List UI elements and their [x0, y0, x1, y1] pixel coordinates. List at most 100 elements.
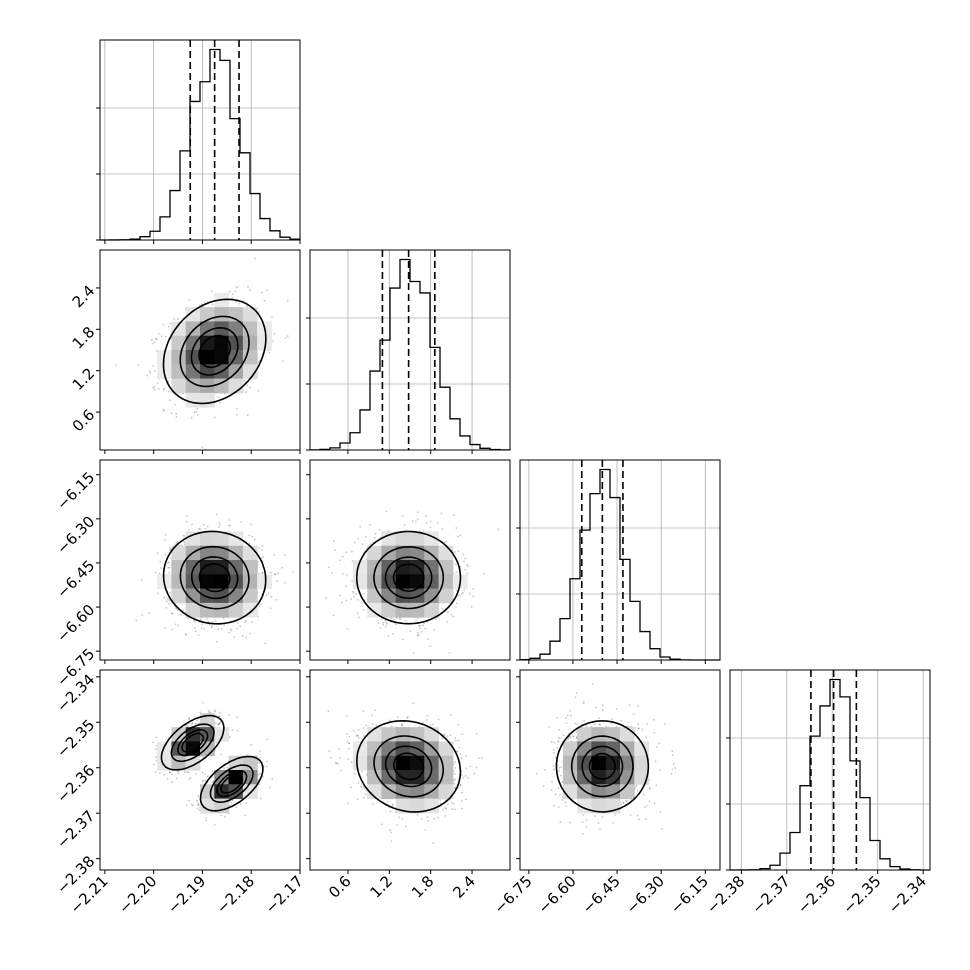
sample-point: [176, 461, 178, 463]
sample-point: [457, 739, 460, 742]
sample-point: [208, 624, 211, 626]
sample-point: [182, 540, 185, 543]
sample-point: [455, 527, 458, 529]
sample-point: [267, 592, 270, 595]
sample-point: [250, 744, 253, 746]
contour-line: [190, 327, 239, 376]
sample-point: [215, 513, 218, 516]
sample-point: [350, 598, 352, 600]
contour-line: [179, 545, 250, 610]
sample-point: [394, 623, 397, 626]
sample-point: [219, 711, 221, 714]
sample-point: [464, 557, 467, 560]
sample-point: [220, 753, 223, 756]
sample-point: [460, 593, 463, 596]
density-cell: [242, 574, 258, 590]
sample-point: [261, 571, 264, 574]
sample-point: [425, 522, 428, 525]
sample-point: [169, 322, 172, 325]
panel-frame: [99, 459, 301, 661]
sample-point: [455, 602, 458, 605]
sample-point: [186, 514, 188, 517]
density-cell: [257, 574, 272, 590]
histogram-step: [519, 468, 720, 661]
sample-point: [235, 806, 238, 809]
panel-frame: [99, 249, 301, 451]
density-cell: [352, 574, 368, 590]
sample-point: [284, 336, 287, 339]
sample-point: [452, 615, 455, 618]
sample-point: [482, 572, 485, 575]
sample-point: [332, 614, 335, 617]
sample-point: [448, 652, 451, 654]
sample-point: [186, 725, 189, 728]
sample-point: [273, 553, 275, 556]
sample-point: [251, 621, 254, 624]
sample-point: [417, 634, 420, 636]
panel-frame: [519, 459, 721, 661]
sample-point: [449, 798, 452, 801]
sample-point: [259, 797, 262, 800]
sample-point: [276, 580, 278, 582]
sample-point: [271, 315, 273, 318]
sample-point: [187, 771, 190, 774]
sample-point: [235, 301, 238, 303]
sample-point: [168, 599, 171, 602]
sample-point: [356, 612, 359, 615]
sample-point: [249, 632, 252, 635]
sample-point: [218, 722, 221, 725]
sample-point: [182, 534, 185, 537]
sample-point: [273, 573, 276, 575]
sample-point: [423, 622, 425, 625]
sample-point: [176, 540, 179, 543]
sample-point: [171, 612, 174, 615]
sample-point: [356, 798, 359, 801]
sample-point: [266, 760, 268, 763]
sample-point: [153, 389, 156, 391]
sample-point: [352, 590, 354, 593]
sample-point: [163, 387, 166, 390]
panel-frame: [309, 249, 511, 451]
sample-point: [283, 581, 286, 584]
density-cell: [395, 531, 411, 547]
panel-3-1: [306, 669, 511, 874]
sample-point: [351, 550, 353, 553]
sample-point: [339, 559, 342, 562]
sample-point: [454, 808, 457, 811]
sample-point: [168, 771, 171, 773]
sample-point: [207, 709, 210, 712]
sample-point: [274, 573, 277, 576]
sample-point: [191, 722, 194, 724]
sample-point: [260, 291, 263, 294]
sample-point: [211, 303, 214, 306]
panel-1-0: [96, 249, 301, 463]
sample-point: [154, 571, 157, 574]
density-cell: [185, 392, 201, 408]
sample-point: [229, 524, 231, 527]
sample-point: [160, 335, 163, 338]
sample-point: [446, 611, 449, 613]
sample-point: [229, 804, 231, 807]
density-cell: [257, 335, 272, 351]
sample-point: [257, 361, 260, 363]
sample-point: [218, 715, 221, 718]
sample-point: [328, 750, 331, 753]
sample-point: [176, 770, 179, 773]
sample-point: [247, 285, 249, 288]
sample-point: [201, 446, 204, 449]
sample-point: [422, 624, 424, 627]
density-cell: [242, 560, 258, 575]
sample-point: [164, 626, 166, 629]
sample-point: [426, 714, 429, 717]
sample-point: [423, 529, 425, 532]
density-cell: [424, 560, 440, 575]
sample-point: [217, 525, 220, 528]
sample-point: [239, 625, 242, 628]
sample-point: [197, 804, 200, 806]
sample-point: [215, 640, 218, 643]
sample-point: [155, 338, 158, 340]
sample-point: [207, 620, 209, 623]
sample-point: [169, 771, 171, 774]
sample-point: [392, 632, 394, 635]
